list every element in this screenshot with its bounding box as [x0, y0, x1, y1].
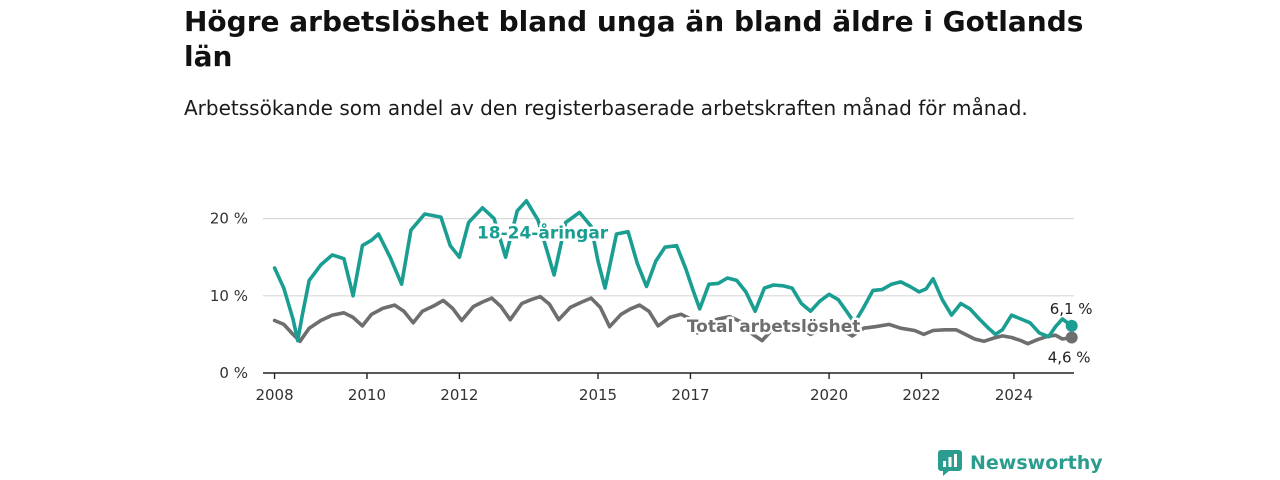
y-tick-label-0: 0 %: [219, 364, 248, 382]
end-label-total: 4,6 %: [1048, 348, 1091, 366]
x-tick-label-2024: 2024: [995, 386, 1033, 404]
y-tick-label-10: 10 %: [210, 287, 248, 305]
brand-logo: Newsworthy: [938, 448, 1103, 478]
series-label-youth-halo: 18-24-åringar: [477, 222, 609, 244]
chart-title: Högre arbetslöshet bland unga än bland ä…: [184, 5, 1084, 73]
series-endpoint-youth: [1065, 319, 1078, 332]
y-tick-label-20: 20 %: [210, 210, 248, 228]
end-label-youth: 6,1 %: [1050, 300, 1093, 318]
x-tick-label-2022: 2022: [902, 386, 940, 404]
newsworthy-logo-icon: [938, 450, 962, 476]
series-label-total: Total arbetslöshet: [687, 317, 861, 337]
x-tick-label-2010: 2010: [348, 386, 386, 404]
x-tick-label-2008: 2008: [255, 386, 293, 404]
brand-name: Newsworthy: [970, 452, 1103, 474]
series-line-youth: [272, 199, 1074, 343]
x-tick-label-2015: 2015: [579, 386, 617, 404]
x-tick-label-2020: 2020: [810, 386, 848, 404]
series-line-total: [272, 294, 1074, 346]
chart-subtitle: Arbetssökande som andel av den registerb…: [184, 96, 1028, 120]
x-tick-label-2017: 2017: [671, 386, 709, 404]
series-label-youth: 18-24-åringar: [477, 222, 609, 244]
x-tick-label-2012: 2012: [440, 386, 478, 404]
series-endpoint-total: [1065, 331, 1078, 344]
series-label-total-halo: Total arbetslöshet: [687, 317, 861, 337]
